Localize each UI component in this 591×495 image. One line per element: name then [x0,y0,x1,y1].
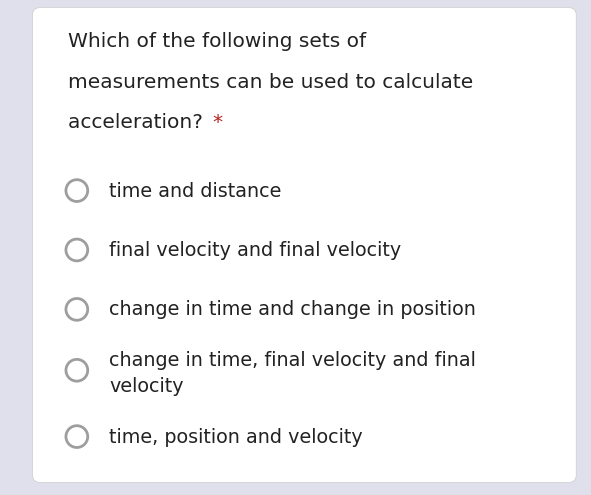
Ellipse shape [66,180,87,201]
Text: acceleration?: acceleration? [68,113,209,132]
Text: time and distance: time and distance [109,182,282,200]
Text: change in time, final velocity and final
velocity: change in time, final velocity and final… [109,351,476,396]
Ellipse shape [66,426,87,447]
Text: change in time and change in position: change in time and change in position [109,300,476,319]
Text: measurements can be used to calculate: measurements can be used to calculate [68,73,473,92]
FancyBboxPatch shape [33,7,576,483]
Text: *: * [212,113,222,132]
Ellipse shape [66,239,87,261]
Text: Which of the following sets of: Which of the following sets of [68,32,366,51]
Text: time, position and velocity: time, position and velocity [109,428,363,446]
Ellipse shape [66,298,87,320]
Ellipse shape [66,359,87,381]
Text: final velocity and final velocity: final velocity and final velocity [109,241,402,260]
